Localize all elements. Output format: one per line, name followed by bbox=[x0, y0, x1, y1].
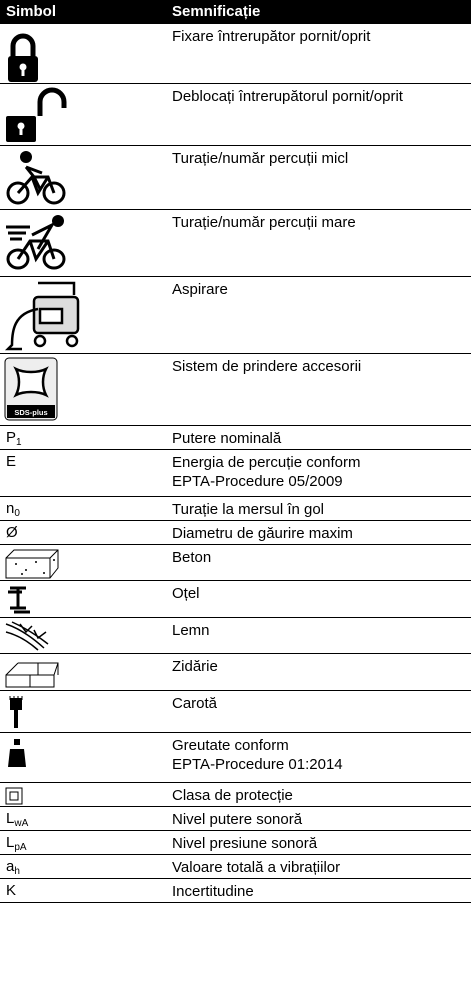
meaning-line: Nivel putere sonoră bbox=[172, 811, 303, 828]
meaning: Turație/număr percuții micl bbox=[172, 149, 348, 168]
meaning-line: Greutate conform bbox=[172, 737, 289, 754]
meaning: Clasa de protecție bbox=[172, 786, 293, 805]
meaning-line: Putere nominală bbox=[172, 430, 282, 447]
meaning: Incertitudine bbox=[172, 882, 254, 901]
meaning-line: Zidărie bbox=[172, 658, 218, 675]
symbol: LpA bbox=[6, 834, 27, 853]
meaning: Putere nominală bbox=[172, 429, 281, 448]
icon-label: SDS-plus bbox=[14, 408, 47, 417]
meaning-line: Deblocați întrerupătorul pornit/oprit bbox=[172, 88, 403, 105]
table-row: Deblocați întrerupătorul pornit/oprit bbox=[0, 84, 471, 146]
meaning: Zidărie bbox=[172, 657, 218, 676]
symbol: LwA bbox=[6, 810, 28, 829]
symbol-subscript: 0 bbox=[14, 508, 20, 519]
meaning-line: EPTA-Procedure 01:2014 bbox=[172, 756, 343, 773]
symbol-base: L bbox=[6, 810, 15, 827]
table-row: Carotă bbox=[0, 691, 471, 733]
table-row: P1 Putere nominală bbox=[0, 426, 471, 450]
meaning: Sistem de prindere accesorii bbox=[172, 357, 361, 376]
table-row: Turație/număr percuții micl bbox=[0, 146, 471, 210]
table-row: Beton bbox=[0, 545, 471, 581]
meaning: Aspirare bbox=[172, 280, 228, 299]
meaning: Fixare întrerupător pornit/oprit bbox=[172, 27, 370, 46]
meaning-line: Clasa de protecție bbox=[172, 787, 293, 804]
meaning-line: Turație/număr percuții mare bbox=[172, 214, 356, 231]
table-header: Simbol Semnificație bbox=[0, 0, 471, 24]
table-row: Ø Diametru de găurire maxim bbox=[0, 521, 471, 545]
symbol-base: a bbox=[6, 858, 15, 875]
symbol: n0 bbox=[6, 500, 20, 519]
symbol: Ø bbox=[6, 524, 18, 541]
meaning: Valoare totală a vibrațiilor bbox=[172, 858, 340, 877]
table-row: K Incertitudine bbox=[0, 879, 471, 903]
symbol: ah bbox=[6, 858, 20, 877]
meaning: Greutate conform EPTA-Procedure 01:2014 bbox=[172, 736, 343, 774]
meaning: Carotă bbox=[172, 694, 217, 713]
meaning-line: Oțel bbox=[172, 585, 200, 602]
symbol-subscript: h bbox=[14, 866, 20, 877]
meaning: Oțel bbox=[172, 584, 200, 603]
symbol-subscript: wA bbox=[14, 818, 29, 829]
table-row: E Energia de percuție conform EPTA-Procedu… bbox=[0, 450, 471, 497]
table-row: Turație/număr percuții mare bbox=[0, 210, 471, 277]
meaning: Beton bbox=[172, 548, 211, 567]
table-row: n0 Turație la mersul în gol bbox=[0, 497, 471, 521]
table-row: SDS-plus Sistem de prindere accesorii bbox=[0, 354, 471, 426]
table-row: Lemn bbox=[0, 618, 471, 654]
meaning-line: Fixare întrerupător pornit/oprit bbox=[172, 28, 371, 45]
header-cell: Simbol bbox=[6, 3, 57, 20]
meaning-line: Valoare totală a vibrațiilor bbox=[172, 859, 341, 876]
meaning: Diametru de găurire maxim bbox=[172, 524, 353, 543]
symbol: K bbox=[6, 882, 17, 899]
header-cell: Semnificație bbox=[172, 3, 261, 20]
meaning: Turație la mersul în gol bbox=[172, 500, 324, 519]
meaning-line: Turație la mersul în gol bbox=[172, 501, 325, 518]
symbol-subscript: pA bbox=[14, 842, 27, 853]
meaning-line: Incertitudine bbox=[172, 883, 254, 900]
table-row: Oțel bbox=[0, 581, 471, 618]
meaning: Turație/număr percuții mare bbox=[172, 213, 356, 232]
meaning-line: Turație/număr percuții micl bbox=[172, 150, 349, 167]
meaning: Nivel presiune sonoră bbox=[172, 834, 317, 853]
meaning-line: Sistem de prindere accesorii bbox=[172, 358, 362, 375]
table-row: Clasa de protecție bbox=[0, 783, 471, 807]
meaning: Deblocați întrerupătorul pornit/oprit bbox=[172, 87, 403, 106]
meaning-line: Energia de percuție conform bbox=[172, 454, 361, 471]
symbol-base: n bbox=[6, 500, 15, 517]
table-row: LpA Nivel presiune sonoră bbox=[0, 831, 471, 855]
meaning: Nivel putere sonoră bbox=[172, 810, 302, 829]
meaning-line: Lemn bbox=[172, 622, 210, 639]
symbol-base: L bbox=[6, 834, 15, 851]
meaning-line: Diametru de găurire maxim bbox=[172, 525, 353, 542]
meaning: Lemn bbox=[172, 621, 210, 640]
symbol: E bbox=[6, 453, 17, 470]
meaning-line: Carotă bbox=[172, 695, 218, 712]
meaning: Energia de percuție conform EPTA-Procedur… bbox=[172, 453, 360, 491]
table-row: ah Valoare totală a vibrațiilor bbox=[0, 855, 471, 879]
meaning-line: EPTA-Procedure 05/2009 bbox=[172, 473, 343, 490]
meaning-line: Beton bbox=[172, 549, 212, 566]
table-row: LwA Nivel putere sonoră bbox=[0, 807, 471, 831]
meaning-line: Nivel presiune sonoră bbox=[172, 835, 318, 852]
table-row: Zidărie bbox=[0, 654, 471, 691]
symbol-subscript: 1 bbox=[16, 437, 22, 448]
symbol-base: P bbox=[6, 429, 17, 446]
symbol: P1 bbox=[6, 429, 22, 448]
table-row: Greutate conform EPTA-Procedure 01:2014 bbox=[0, 733, 471, 783]
meaning-line: Aspirare bbox=[172, 281, 228, 298]
table-row: Fixare întrerupător pornit/oprit bbox=[0, 24, 471, 84]
table-row: Aspirare bbox=[0, 277, 471, 354]
